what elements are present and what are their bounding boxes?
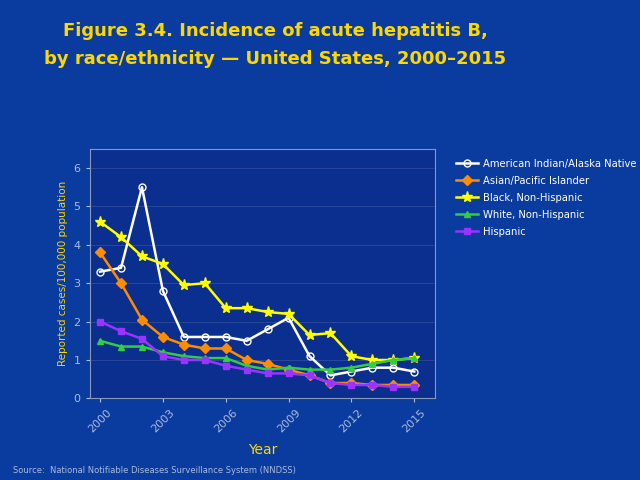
American Indian/Alaska Native bbox=[264, 326, 271, 332]
Asian/Pacific Islander bbox=[348, 380, 355, 386]
American Indian/Alaska Native bbox=[201, 334, 209, 340]
White, Non-Hispanic bbox=[222, 355, 230, 361]
Hispanic bbox=[264, 371, 271, 376]
Hispanic bbox=[159, 353, 167, 359]
White, Non-Hispanic bbox=[96, 338, 104, 344]
American Indian/Alaska Native bbox=[117, 265, 125, 271]
Black, Non-Hispanic bbox=[410, 355, 418, 361]
Hispanic bbox=[390, 384, 397, 390]
American Indian/Alaska Native bbox=[390, 365, 397, 371]
Black, Non-Hispanic bbox=[201, 280, 209, 286]
Asian/Pacific Islander bbox=[159, 334, 167, 340]
Black, Non-Hispanic bbox=[138, 253, 146, 259]
Black, Non-Hispanic bbox=[180, 282, 188, 288]
American Indian/Alaska Native bbox=[222, 334, 230, 340]
Hispanic bbox=[96, 319, 104, 324]
Text: by race/ethnicity — United States, 2000–2015: by race/ethnicity — United States, 2000–… bbox=[44, 50, 506, 68]
Asian/Pacific Islander bbox=[306, 372, 314, 378]
White, Non-Hispanic bbox=[117, 344, 125, 349]
American Indian/Alaska Native bbox=[96, 269, 104, 275]
White, Non-Hispanic bbox=[326, 367, 334, 372]
Black, Non-Hispanic bbox=[222, 305, 230, 311]
Hispanic bbox=[138, 336, 146, 342]
Black, Non-Hispanic bbox=[264, 309, 271, 315]
Line: American Indian/Alaska Native: American Indian/Alaska Native bbox=[97, 184, 418, 379]
X-axis label: Year: Year bbox=[248, 443, 277, 457]
Hispanic bbox=[410, 384, 418, 390]
Text: Figure 3.4. Incidence of acute hepatitis B,: Figure 3.4. Incidence of acute hepatitis… bbox=[63, 22, 488, 40]
American Indian/Alaska Native bbox=[285, 315, 292, 321]
Hispanic bbox=[117, 328, 125, 334]
Hispanic bbox=[326, 380, 334, 386]
White, Non-Hispanic bbox=[138, 344, 146, 349]
Asian/Pacific Islander bbox=[243, 357, 250, 363]
Asian/Pacific Islander bbox=[138, 317, 146, 323]
Line: Hispanic: Hispanic bbox=[97, 318, 418, 390]
Black, Non-Hispanic bbox=[390, 357, 397, 363]
American Indian/Alaska Native bbox=[326, 372, 334, 378]
Asian/Pacific Islander bbox=[96, 250, 104, 255]
Asian/Pacific Islander bbox=[285, 367, 292, 372]
Asian/Pacific Islander bbox=[180, 342, 188, 348]
Line: Asian/Pacific Islander: Asian/Pacific Islander bbox=[97, 249, 418, 388]
White, Non-Hispanic bbox=[306, 367, 314, 372]
American Indian/Alaska Native bbox=[180, 334, 188, 340]
White, Non-Hispanic bbox=[390, 357, 397, 363]
Line: Black, Non-Hispanic: Black, Non-Hispanic bbox=[95, 216, 420, 366]
White, Non-Hispanic bbox=[285, 365, 292, 371]
White, Non-Hispanic bbox=[180, 353, 188, 359]
Asian/Pacific Islander bbox=[264, 361, 271, 367]
American Indian/Alaska Native bbox=[348, 369, 355, 374]
Hispanic bbox=[306, 372, 314, 378]
Asian/Pacific Islander bbox=[326, 380, 334, 386]
American Indian/Alaska Native bbox=[138, 184, 146, 190]
American Indian/Alaska Native bbox=[159, 288, 167, 294]
Y-axis label: Reported cases/100,000 population: Reported cases/100,000 population bbox=[58, 181, 68, 366]
American Indian/Alaska Native bbox=[369, 365, 376, 371]
Line: White, Non-Hispanic: White, Non-Hispanic bbox=[97, 337, 418, 373]
Asian/Pacific Islander bbox=[369, 382, 376, 388]
White, Non-Hispanic bbox=[264, 367, 271, 372]
Asian/Pacific Islander bbox=[410, 382, 418, 388]
Legend: American Indian/Alaska Native, Asian/Pacific Islander, Black, Non-Hispanic, Whit: American Indian/Alaska Native, Asian/Pac… bbox=[451, 154, 640, 242]
Black, Non-Hispanic bbox=[96, 219, 104, 225]
Asian/Pacific Islander bbox=[390, 382, 397, 388]
Black, Non-Hispanic bbox=[306, 332, 314, 338]
White, Non-Hispanic bbox=[348, 365, 355, 371]
Hispanic bbox=[369, 382, 376, 388]
White, Non-Hispanic bbox=[369, 361, 376, 367]
Black, Non-Hispanic bbox=[369, 357, 376, 363]
White, Non-Hispanic bbox=[159, 349, 167, 355]
Text: Source:  National Notifiable Diseases Surveillance System (NNDSS): Source: National Notifiable Diseases Sur… bbox=[13, 466, 296, 475]
White, Non-Hispanic bbox=[201, 355, 209, 361]
Hispanic bbox=[348, 382, 355, 388]
White, Non-Hispanic bbox=[243, 363, 250, 369]
Hispanic bbox=[222, 363, 230, 369]
Black, Non-Hispanic bbox=[243, 305, 250, 311]
Black, Non-Hispanic bbox=[348, 353, 355, 359]
Asian/Pacific Islander bbox=[117, 280, 125, 286]
Hispanic bbox=[243, 367, 250, 372]
Hispanic bbox=[180, 357, 188, 363]
Hispanic bbox=[201, 357, 209, 363]
Asian/Pacific Islander bbox=[201, 346, 209, 351]
Hispanic bbox=[285, 371, 292, 376]
Black, Non-Hispanic bbox=[285, 311, 292, 317]
American Indian/Alaska Native bbox=[410, 369, 418, 374]
Asian/Pacific Islander bbox=[222, 346, 230, 351]
Black, Non-Hispanic bbox=[117, 234, 125, 240]
American Indian/Alaska Native bbox=[243, 338, 250, 344]
Black, Non-Hispanic bbox=[159, 261, 167, 267]
White, Non-Hispanic bbox=[410, 355, 418, 361]
Black, Non-Hispanic bbox=[326, 330, 334, 336]
American Indian/Alaska Native bbox=[306, 353, 314, 359]
